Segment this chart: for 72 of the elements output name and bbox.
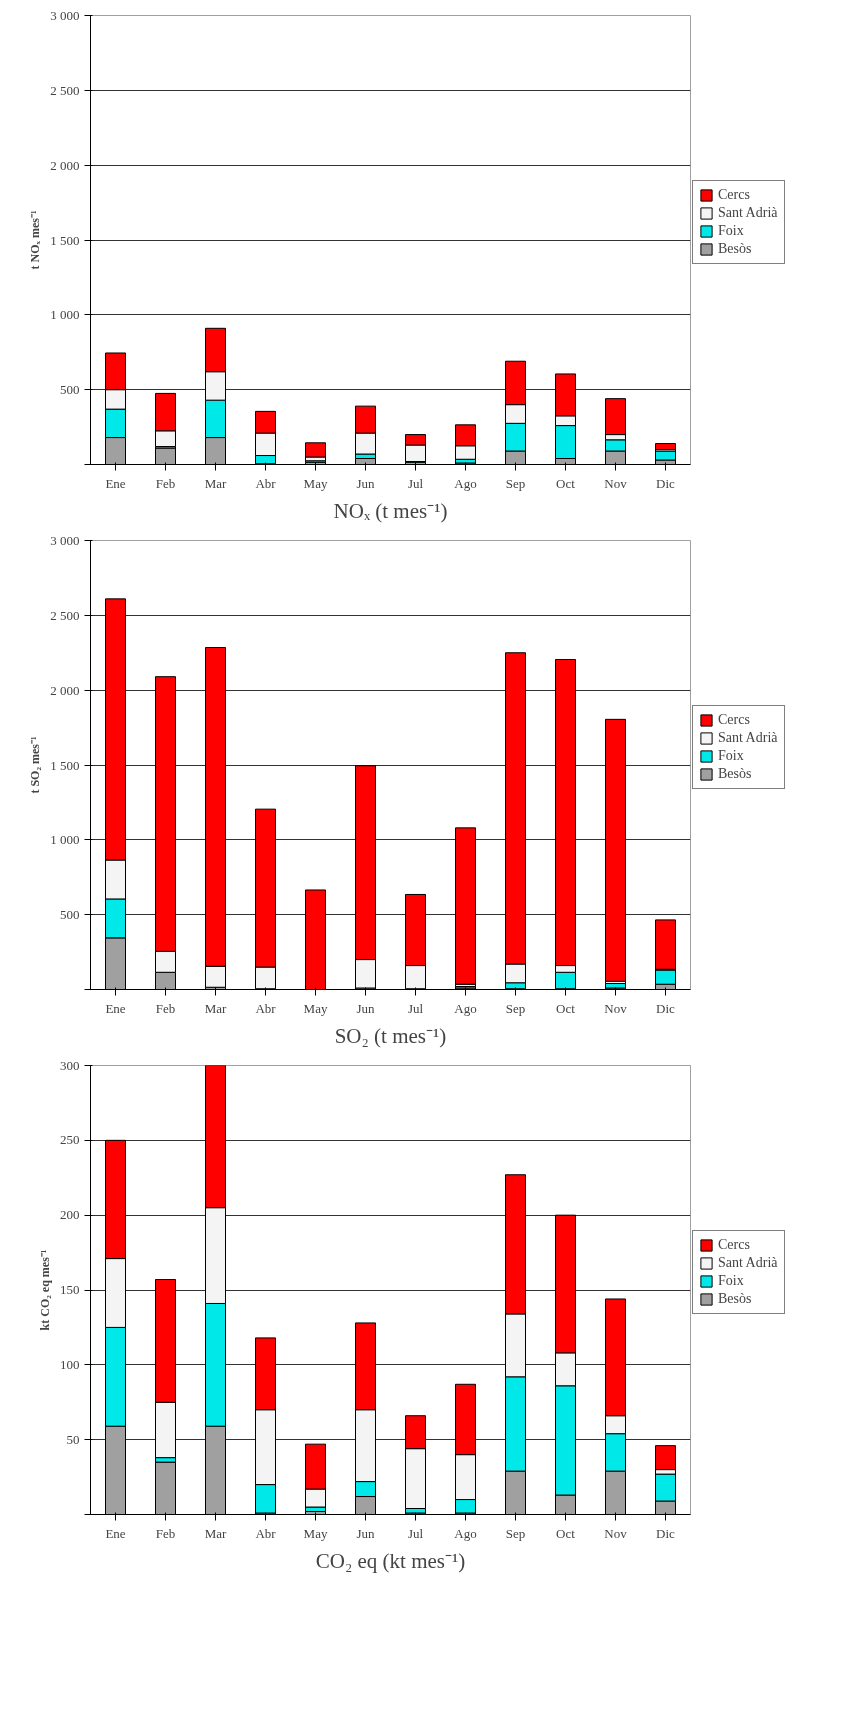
- x-tick-label: Jun: [356, 1525, 376, 1541]
- y-tick-label: 1 500: [50, 757, 80, 773]
- x-tick-label: Oct: [556, 1000, 576, 1016]
- y-tick-label: 3 000: [50, 533, 80, 548]
- x-axis-title: SO₂ (t mes⁻¹): [334, 1023, 447, 1048]
- legend-label: Besòs: [718, 241, 752, 257]
- legend-label: Foix: [718, 223, 744, 239]
- x-tick-label: Abr: [255, 1000, 277, 1016]
- y-tick-label: 500: [60, 382, 80, 398]
- y-tick-label: 2 000: [50, 682, 80, 698]
- x-tick-label: Feb: [155, 1525, 176, 1541]
- y-tick-label: 150: [60, 1282, 80, 1297]
- x-tick-label: Jul: [407, 475, 424, 491]
- x-tick-label: Sep: [505, 1000, 526, 1016]
- x-tick-label: Mar: [204, 1000, 227, 1016]
- x-tick-label: May: [303, 475, 328, 491]
- y-tick-label: 100: [60, 1356, 80, 1372]
- x-axis-title: CO₂ eq (kt mes⁻¹): [315, 1548, 466, 1573]
- y-tick-label: 200: [60, 1207, 80, 1223]
- x-tick-label: Nov: [604, 475, 628, 491]
- y-tick-label: 2 500: [50, 607, 80, 623]
- legend-label: Foix: [718, 748, 744, 764]
- legend-label: Sant Adrià: [718, 1255, 778, 1271]
- y-tick-label: 3 000: [50, 8, 80, 23]
- x-tick-label: Ago: [454, 1525, 477, 1541]
- x-tick-label: May: [303, 1000, 328, 1016]
- y-axis-title: t SO₂ mes⁻¹: [28, 736, 43, 794]
- x-tick-label: Abr: [255, 475, 277, 491]
- x-tick-label: Mar: [204, 475, 227, 491]
- x-tick-label: Oct: [556, 475, 576, 491]
- x-tick-label: Ene: [105, 1525, 126, 1541]
- y-tick-label: 1 500: [50, 232, 80, 248]
- legend-label: Foix: [718, 1273, 744, 1289]
- legend-label: Sant Adrià: [718, 730, 778, 746]
- y-tick-label: 500: [60, 907, 80, 923]
- x-tick-label: Ago: [454, 475, 477, 491]
- legend-label: Cercs: [718, 712, 750, 728]
- y-tick-label: 300: [60, 1057, 80, 1073]
- y-axis-title: kt CO₂ eq mes⁻¹: [38, 1249, 52, 1331]
- x-tick-label: Sep: [505, 1525, 526, 1541]
- x-axis-title: NOₓ (t mes⁻¹): [333, 498, 448, 523]
- x-tick-label: Oct: [556, 1525, 576, 1541]
- legend-label: Cercs: [718, 187, 750, 203]
- legend-label: Cercs: [718, 1237, 750, 1253]
- y-tick-label: 1 000: [50, 307, 80, 323]
- x-tick-label: Ene: [105, 1000, 126, 1016]
- x-tick-label: Jul: [407, 1000, 424, 1016]
- x-tick-label: Dic: [656, 1000, 676, 1016]
- legend-label: Besòs: [718, 766, 752, 782]
- y-tick-label: 2 000: [50, 157, 80, 173]
- x-tick-label: Abr: [255, 1525, 277, 1541]
- x-tick-label: Jul: [407, 1525, 424, 1541]
- x-tick-label: Ene: [105, 475, 126, 491]
- y-tick-label: 2 500: [50, 82, 80, 98]
- y-axis-title: t NOₓ mes⁻¹: [28, 210, 43, 270]
- legend-label: Sant Adrià: [718, 205, 778, 221]
- x-tick-label: Nov: [604, 1525, 628, 1541]
- y-tick-label: 50: [66, 1431, 80, 1447]
- x-tick-label: Feb: [155, 475, 176, 491]
- x-tick-label: Jun: [356, 1000, 376, 1016]
- x-tick-label: Feb: [155, 1000, 176, 1016]
- legend-label: Besòs: [718, 1291, 752, 1307]
- x-tick-label: May: [303, 1525, 328, 1541]
- x-tick-label: Mar: [204, 1525, 227, 1541]
- y-tick-label: 1 000: [50, 832, 80, 848]
- x-tick-label: Dic: [656, 475, 676, 491]
- x-tick-label: Jun: [356, 475, 376, 491]
- x-tick-label: Ago: [454, 1000, 477, 1016]
- x-tick-label: Nov: [604, 1000, 628, 1016]
- y-tick-label: 250: [60, 1132, 80, 1148]
- x-tick-label: Sep: [505, 475, 526, 491]
- x-tick-label: Dic: [656, 1525, 676, 1541]
